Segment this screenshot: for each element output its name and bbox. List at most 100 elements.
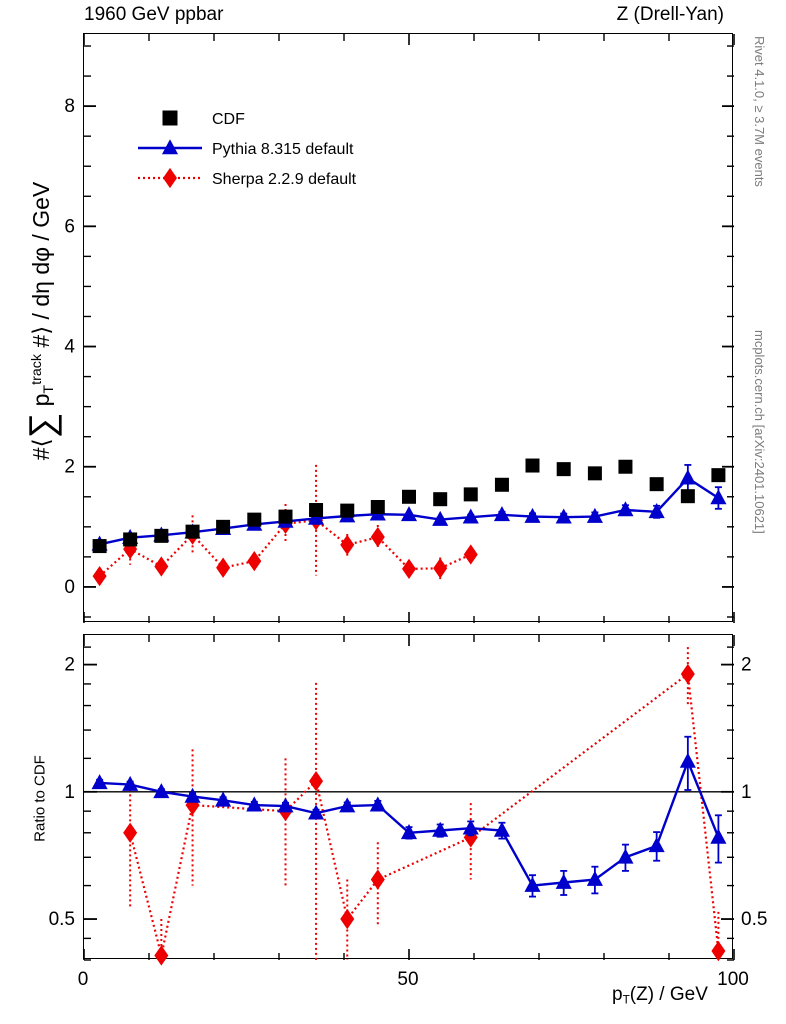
data-marker-square <box>711 468 726 483</box>
data-marker-square <box>556 462 571 477</box>
data-marker-diamond <box>340 908 355 930</box>
data-marker-diamond <box>370 526 385 548</box>
rivet-version-label: Rivet 4.1.0, ≥ 3.7M events <box>752 36 767 187</box>
data-marker-triangle <box>524 876 541 892</box>
series-cdf <box>92 458 726 554</box>
ratio-plot-svg <box>83 635 735 966</box>
data-marker-triangle <box>400 506 418 522</box>
data-marker-triangle <box>277 797 294 813</box>
data-marker-square <box>587 466 602 481</box>
series-line <box>129 671 720 956</box>
data-marker-triangle <box>679 752 696 768</box>
y-tick-label-main: 2 <box>64 457 75 478</box>
data-marker-square <box>680 489 695 504</box>
ratio-y-tick-label-left: 0.5 <box>49 909 75 930</box>
data-marker-triangle <box>184 787 201 803</box>
data-marker-triangle <box>586 507 603 523</box>
data-marker-triangle <box>339 797 356 813</box>
data-marker-triangle <box>122 775 139 791</box>
data-marker-triangle <box>524 507 541 523</box>
data-marker-diamond <box>711 940 726 962</box>
data-marker-diamond <box>433 558 448 579</box>
data-marker-square <box>340 503 355 518</box>
data-marker-square <box>216 519 231 534</box>
data-marker-diamond <box>216 557 231 578</box>
data-marker-triangle <box>369 796 386 812</box>
data-marker-square <box>433 492 448 507</box>
data-marker-diamond <box>92 565 107 587</box>
data-marker-square <box>309 503 324 518</box>
y-tick-label-main: 4 <box>64 337 75 358</box>
data-marker-triangle <box>617 501 634 517</box>
data-marker-square <box>92 539 107 554</box>
data-marker-triangle <box>246 796 263 812</box>
data-marker-diamond <box>154 556 169 577</box>
data-marker-triangle <box>617 848 634 864</box>
data-marker-square <box>402 489 416 504</box>
x-tick-label: 50 <box>397 969 418 990</box>
series-pythia-8-315-default <box>91 735 727 898</box>
data-marker-triangle <box>586 870 603 886</box>
y-axis-label-ratio: Ratio to CDF <box>31 755 49 842</box>
data-marker-triangle <box>493 506 510 522</box>
data-marker-square <box>463 487 478 502</box>
header-left-beam: 1960 GeV ppbar <box>84 4 224 25</box>
ratio-y-tick-label-left: 1 <box>64 782 75 803</box>
data-marker-square <box>649 477 664 492</box>
data-marker-square <box>278 509 293 524</box>
y-axis-label-main: #⟨∑ pTtrack #⟩ / dη dφ / GeV <box>21 181 62 461</box>
x-axis-label: pT(Z) / GeV <box>612 984 708 1007</box>
data-marker-diamond <box>247 550 262 572</box>
data-marker-triangle <box>400 824 418 840</box>
ratio-plot-panel <box>83 634 735 966</box>
data-marker-triangle <box>462 508 479 524</box>
ratio-y-tick-label-left: 2 <box>64 655 75 676</box>
data-marker-square <box>618 459 633 474</box>
data-marker-diamond <box>463 827 478 848</box>
data-marker-triangle <box>308 804 325 820</box>
y-tick-label-main: 6 <box>64 216 75 237</box>
data-marker-diamond <box>309 770 324 792</box>
ratio-y-tick-label-right: 1 <box>741 782 752 803</box>
data-marker-square <box>525 458 540 473</box>
data-marker-triangle <box>432 510 449 526</box>
data-marker-square <box>247 512 262 527</box>
x-tick-label: 100 <box>717 969 749 990</box>
data-marker-triangle <box>710 489 727 505</box>
data-marker-triangle <box>493 821 510 837</box>
series-sherpa-2-2-9-default <box>123 647 726 966</box>
data-marker-diamond <box>370 869 385 890</box>
y-tick-label-main: 8 <box>64 96 75 117</box>
header-right-process: Z (Drell-Yan) <box>616 4 724 25</box>
data-marker-diamond <box>680 663 695 685</box>
data-marker-triangle <box>91 774 108 790</box>
data-marker-triangle <box>648 503 665 519</box>
data-marker-square <box>123 532 138 547</box>
data-marker-triangle <box>308 509 325 525</box>
ratio-y-tick-label-right: 0.5 <box>741 909 767 930</box>
data-marker-square <box>154 528 169 543</box>
data-marker-square <box>185 524 200 539</box>
data-marker-diamond <box>340 534 355 556</box>
data-marker-diamond <box>123 822 138 843</box>
data-marker-triangle <box>555 873 572 889</box>
data-marker-triangle <box>555 508 572 524</box>
data-marker-triangle <box>432 821 449 837</box>
mcplots-source-label: mcplots.cern.ch [arXiv:2401.10621] <box>752 330 767 534</box>
data-marker-triangle <box>679 469 696 485</box>
data-marker-triangle <box>648 837 665 853</box>
main-plot-svg <box>83 34 735 623</box>
x-tick-label: 0 <box>78 969 89 990</box>
data-marker-triangle <box>710 828 727 844</box>
y-tick-label-main: 0 <box>64 577 75 598</box>
data-marker-triangle <box>153 783 170 799</box>
data-marker-diamond <box>154 945 169 966</box>
data-marker-triangle <box>215 791 232 807</box>
data-marker-square <box>370 500 385 515</box>
ratio-y-tick-label-right: 2 <box>741 655 752 676</box>
data-marker-diamond <box>463 544 478 565</box>
data-marker-triangle <box>462 819 479 835</box>
data-marker-square <box>494 477 509 492</box>
data-marker-diamond <box>402 558 416 580</box>
